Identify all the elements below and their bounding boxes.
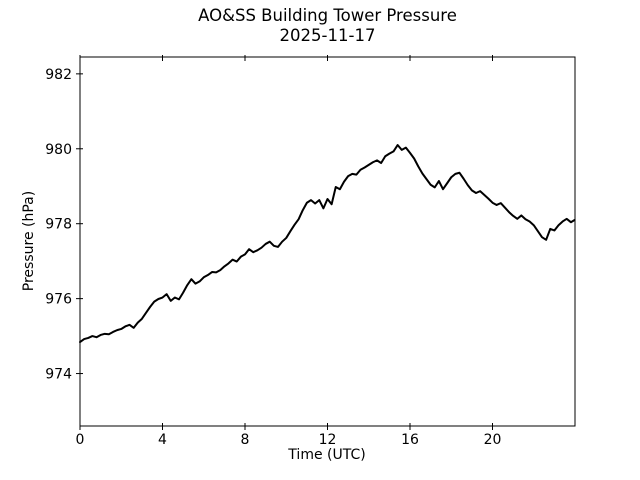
x-tick-label: 16 <box>401 432 419 448</box>
y-tick-label: 978 <box>45 217 72 233</box>
x-axis-label: Time (UTC) <box>288 447 366 463</box>
x-tick-label: 0 <box>76 432 85 448</box>
plot-border <box>79 56 576 427</box>
x-tick-label: 8 <box>241 432 250 448</box>
x-tick-label: 12 <box>319 432 337 448</box>
chart-subtitle: 2025-11-17 <box>279 26 376 45</box>
pressure-line <box>79 144 576 344</box>
y-tick-label: 982 <box>45 67 72 83</box>
x-tick-label: 20 <box>484 432 502 448</box>
y-tick-label: 974 <box>45 367 72 383</box>
y-tick-label: 980 <box>45 142 72 158</box>
chart-title: AO&SS Building Tower Pressure <box>198 6 457 25</box>
y-tick-label: 976 <box>45 292 72 308</box>
x-tick-label: 4 <box>158 432 167 448</box>
